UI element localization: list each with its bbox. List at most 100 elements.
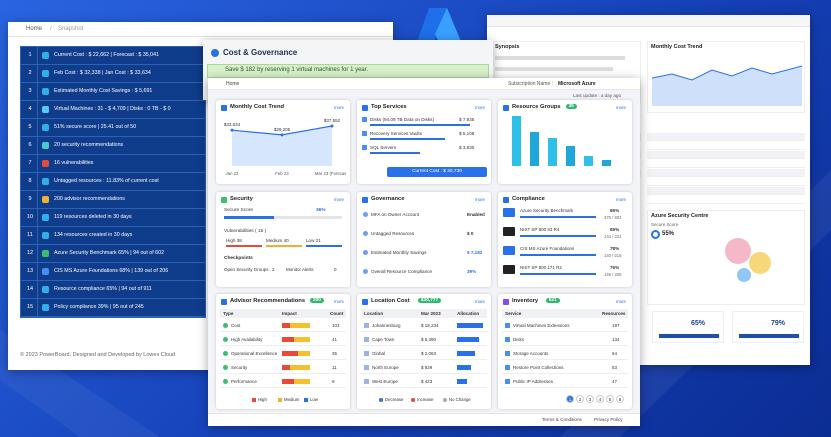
row-divider [37,191,38,209]
count: 35 [332,351,338,356]
comp-logo [503,246,515,255]
row-number: 13 [26,268,34,274]
table-row [647,178,805,186]
row-icon [42,178,49,185]
snapshot-row: 4 Virtual Machines : 31 - $ 4,709 | Disks… [21,101,205,119]
top-rule [8,36,393,37]
location-cost: $ 829 [421,365,433,370]
nist-bar [739,334,799,338]
row-number: 2 [28,70,32,76]
row-icon [42,214,49,221]
type-name: Security [231,365,248,370]
card-icon [221,197,227,203]
vuln-bar [266,245,302,247]
row-text: Estimated Monthly Cost Savings : $ 5,691 [54,88,153,94]
snapshot-row: 13 CIS MS Azure Foundations 68% | 139 out… [21,263,205,281]
table-header: Type Impact Count [220,309,346,318]
table-row: Johannesburg $ 18,234 [361,319,487,332]
gov-value: Enabled [467,212,485,217]
nist-pct: 65% [691,320,706,327]
type-name: Operational Excellence [231,351,278,356]
comp-bar [520,235,596,237]
impact-high [282,379,294,384]
card: Top Services more Disks (94.09 TB Data on … [357,100,491,184]
table-row: Performance 9 [220,375,346,388]
vuln-label: Vulnerabilities ( 16 ) [224,229,267,234]
card-title: Resource Groups [512,104,561,110]
back-topbar [487,15,810,27]
service-name: Virtual Machines Extensions [513,323,570,328]
table-row: Cost 103 [220,319,346,332]
comp-pct: 65% [610,227,620,232]
page-button[interactable]: 6 [616,395,624,403]
type-name: High Availability [231,337,263,342]
impact-medium [290,365,310,370]
allocation-bar [457,323,483,328]
snapshot-row: 11 134 resources created in 30 days [21,227,205,245]
cost-point [330,124,334,128]
service-name: SQL Servers [370,145,397,150]
trend-title: Monthly Cost Trend [651,44,703,50]
header-cell: Type [223,311,234,316]
resource-count: 134 [612,337,620,342]
comp-name: Azure Security Benchmark [520,208,574,213]
resource-count: 53 [612,365,618,370]
row-text: Azure Security Benchmark 65% | 94 out of… [54,250,165,256]
vuln-level: High 38 [226,238,242,243]
footer-link[interactable]: Terms & Conditions [542,417,582,422]
service-bar [370,152,420,154]
service-name: Storage Accounts [513,351,549,356]
rg-bar [566,146,575,166]
snapshot-panel: Home / Snapshot 1 Current Cost : $ 22,662 | … [8,22,393,370]
row-divider [37,173,38,191]
row-number: 8 [28,178,32,184]
header-cell: Resources [602,311,626,316]
snapshot-row: 9 200 advisor recommendations [21,191,205,209]
service-cost: $ 5,108 [459,131,475,136]
row-number: 7 [28,160,32,166]
more-link: more [334,299,345,304]
snapshot-row: 15 Policy compliance 39% | 95 out of 245 [21,299,205,317]
page-button[interactable]: 3 [586,395,594,403]
score-label: Secure Score [651,222,679,227]
card-icon [503,197,509,203]
legend-text: Decrease [385,397,404,402]
row-number: 12 [26,250,34,256]
service-icon [362,117,367,122]
table-row: Security 11 [220,361,346,374]
area [652,66,802,106]
comp-count: 375 / 602 [604,215,622,220]
subscription: Microsoft Azure [558,81,596,87]
gov-name: Estimated Monthly Savings [371,250,427,255]
location-name: Johannesburg [372,323,401,328]
page-button[interactable]: 4 [596,395,604,403]
allocation-bar [457,379,467,384]
cost-category: Jan 23 [226,171,240,176]
main-dashboard: Home Subscription Name : Microsoft Azure La… [208,78,640,426]
row-divider [37,209,38,227]
table-row: Public IP Addresses 47 [502,375,628,388]
legend-text: Low [310,397,318,402]
trend-icon [364,379,369,384]
comp-name: CIS MS Azure Foundations [520,246,575,251]
row-divider [37,65,38,83]
table-header: Location Mar 2023 Allocation [361,309,487,318]
page-button[interactable]: 5 [606,395,614,403]
page-button[interactable]: 1 [566,395,574,403]
card-title: Advisor Recommendations [230,298,306,304]
card-title: Top Services [371,104,407,110]
location-name: North Europe [372,365,399,370]
count: 11 [332,365,337,370]
footer-link[interactable]: Privacy Policy [594,417,623,422]
allocation-bar [457,365,471,370]
gov-value: $ 0 [467,231,474,236]
snapshot-row: 7 16 vulnerabilities [21,155,205,173]
cost-point [230,128,234,132]
snapshot-row: 1 Current Cost : $ 22,662 | Forecast : $ … [21,47,205,65]
service-icon [505,379,510,384]
row-text: 119 resources deleted in 30 days [54,214,132,220]
location-cost: $ 2,063 [421,351,437,356]
page-button[interactable]: 2 [576,395,584,403]
checkpoints: Checkpoints [224,256,253,261]
